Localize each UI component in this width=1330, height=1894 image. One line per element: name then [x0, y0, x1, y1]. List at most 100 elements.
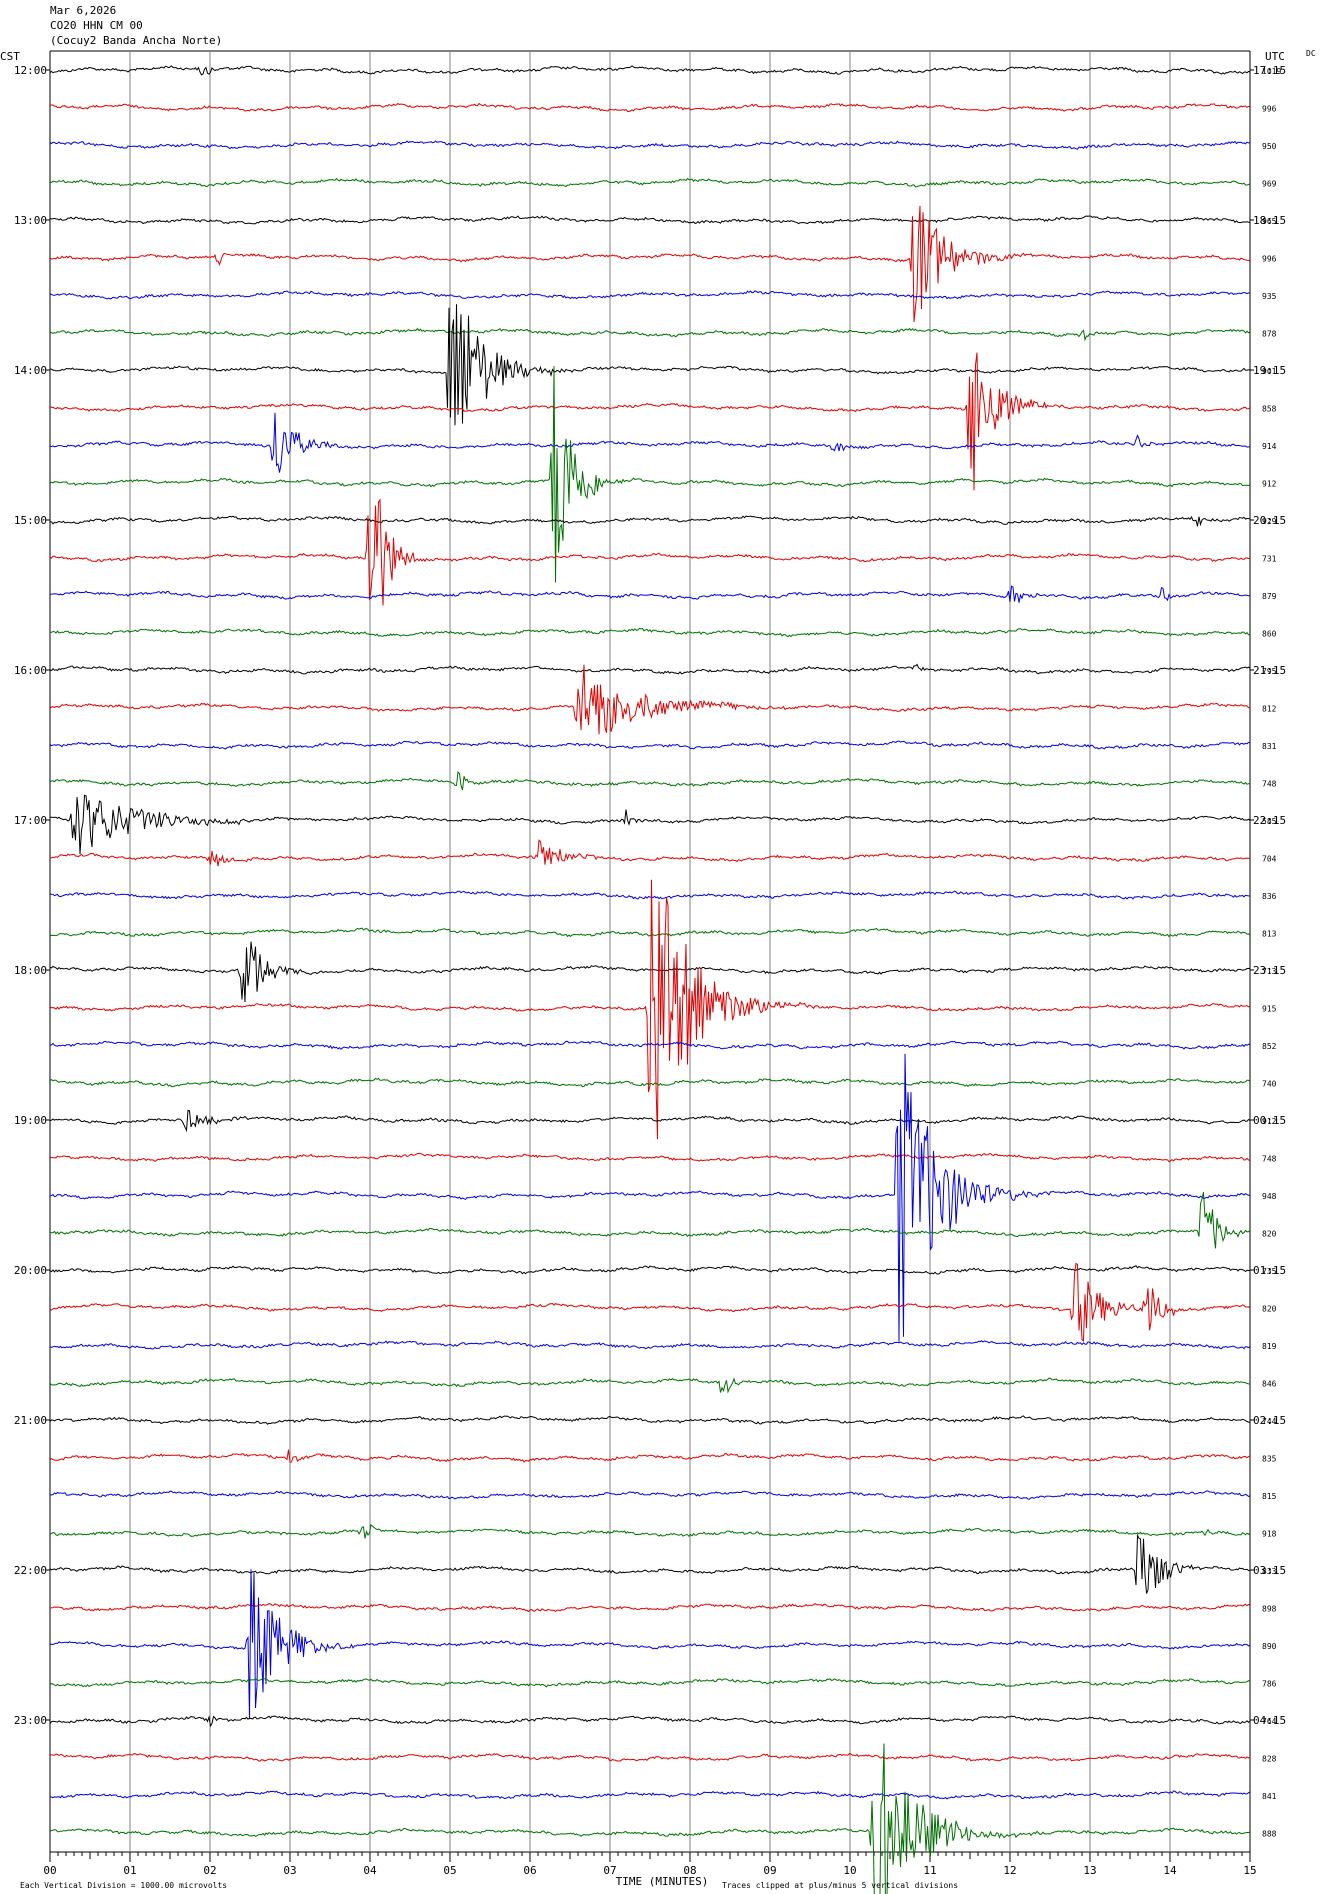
utc-axis-label: UTC [1265, 50, 1285, 63]
dc-offset-label: 831 [1262, 742, 1277, 751]
utc-hour-label: 04:15 [1253, 1714, 1286, 1727]
trace-line [49, 177, 1251, 188]
dc-offset-label: 833 [1262, 1567, 1277, 1576]
trace-line [49, 879, 1251, 1140]
dc-offset-label: 929 [1262, 517, 1277, 526]
trace-line [49, 1602, 1251, 1613]
x-tick-label: 09 [763, 1864, 776, 1877]
dc-offset-label: 858 [1262, 405, 1277, 414]
x-axis-title: TIME (MINUTES) [616, 1875, 709, 1888]
x-tick-label: 06 [523, 1864, 536, 1877]
dc-offset-label: 935 [1262, 292, 1277, 301]
cst-hour-label: 15:00 [14, 514, 47, 527]
dc-offset-label: 996 [1262, 105, 1277, 114]
trace-line [49, 1533, 1251, 1594]
cst-hour-label: 12:00 [14, 64, 47, 77]
trace-line [49, 1415, 1251, 1425]
dc-offset-label: 1019 [1262, 67, 1281, 76]
dc-offset-label: 918 [1262, 1530, 1277, 1539]
x-tick-label: 02 [203, 1864, 216, 1877]
axis-labels: 1019 996 950 969 965 996 935 878 901 858 914 912 929… [0, 49, 1316, 1890]
dc-offset-label: 764 [1262, 1717, 1277, 1726]
dc-offset-label: 731 [1262, 555, 1277, 564]
header-date: Mar 6,2026 [50, 4, 117, 17]
cst-hour-label: 20:00 [14, 1264, 47, 1277]
cst-hour-label: 13:00 [14, 214, 47, 227]
trace-line [49, 1040, 1251, 1050]
clip-note: Traces clipped at plus/minus 5 vertical … [722, 1881, 958, 1890]
trace-line [49, 498, 1251, 606]
dc-offset-label: 860 [1262, 630, 1277, 639]
dc-offset-label: 813 [1262, 930, 1277, 939]
trace-line [49, 290, 1251, 300]
dc-offset-label: 912 [1262, 480, 1277, 489]
dc-offset-label: 915 [1262, 1005, 1277, 1014]
dc-offset-label: 841 [1262, 1792, 1277, 1801]
trace-line [49, 1152, 1251, 1163]
trace-line [49, 627, 1250, 638]
x-tick-label: 05 [443, 1864, 456, 1877]
trace-line [49, 1753, 1251, 1762]
utc-hour-label: 18:15 [1253, 214, 1286, 227]
x-tick-label: 03 [283, 1864, 296, 1877]
dc-offset-label: 812 [1262, 705, 1277, 714]
trace-line [49, 366, 1251, 583]
dc-offset-label: 786 [1262, 1680, 1277, 1689]
x-tick-label: 10 [843, 1864, 856, 1877]
utc-hour-label: 22:15 [1253, 814, 1286, 827]
trace-line [49, 102, 1251, 113]
dc-offset-label: 585 [1262, 817, 1277, 826]
dc-offset-label: 740 [1262, 1080, 1277, 1089]
dc-offset-label: 735 [1262, 1267, 1277, 1276]
cst-hour-label: 21:00 [14, 1414, 47, 1427]
dc-offset-label: 820 [1262, 1305, 1277, 1314]
grid [46, 50, 1254, 1862]
trace-line [50, 794, 1251, 855]
dc-offset-label: 819 [1262, 1342, 1277, 1351]
trace-line [49, 839, 1251, 867]
dc-offset-label: 950 [1262, 142, 1277, 151]
x-tick-label: 15 [1243, 1864, 1256, 1877]
trace-line [49, 740, 1251, 750]
trace-line [49, 1524, 1251, 1539]
dc-offset-label: 744 [1262, 1417, 1277, 1426]
trace-line [49, 515, 1250, 527]
x-tick-label: 04 [363, 1864, 377, 1877]
dc-offset-label: 704 [1262, 855, 1277, 864]
trace-line [49, 1490, 1251, 1500]
x-tick-label: 01 [123, 1864, 136, 1877]
utc-hour-label: 20:15 [1253, 514, 1286, 527]
dc-header-label: DC [1306, 49, 1316, 58]
trace-line [49, 352, 1251, 491]
trace-line [49, 927, 1251, 938]
x-tick-label: 07 [603, 1864, 616, 1877]
dc-offset-label: 820 [1262, 1230, 1277, 1239]
dc-offset-label: 878 [1262, 330, 1277, 339]
trace-line [49, 412, 1251, 473]
dc-offset-label: 748 [1262, 1155, 1277, 1164]
trace-line [49, 585, 1251, 603]
dc-offset-label: 888 [1262, 1830, 1277, 1839]
dc-offset-label: 901 [1262, 367, 1277, 376]
dc-offset-label: 846 [1262, 1380, 1277, 1389]
cst-hour-label: 17:00 [14, 814, 47, 827]
dc-offset-label: 965 [1262, 217, 1277, 226]
trace-line [49, 327, 1251, 342]
trace-line [49, 1743, 1251, 1894]
dc-offset-label: 828 [1262, 1755, 1277, 1764]
dc-offset-label: 914 [1262, 442, 1277, 451]
trace-line [50, 1790, 1251, 1800]
utc-hour-label: 01:15 [1253, 1264, 1286, 1277]
cst-axis-label: CST [0, 50, 20, 63]
header-station: CO20 HHN CM 00 [50, 19, 143, 32]
x-tick-label: 11 [923, 1864, 936, 1877]
dc-offset-label: 912 [1262, 1117, 1277, 1126]
dc-offset-label: 898 [1262, 1605, 1277, 1614]
trace-line [49, 65, 1251, 76]
x-tick-label: 00 [43, 1864, 56, 1877]
utc-hour-label: 00:15 [1253, 1114, 1286, 1127]
trace-line [49, 1265, 1251, 1275]
cst-hour-label: 19:00 [14, 1114, 47, 1127]
trace-line [49, 205, 1251, 322]
